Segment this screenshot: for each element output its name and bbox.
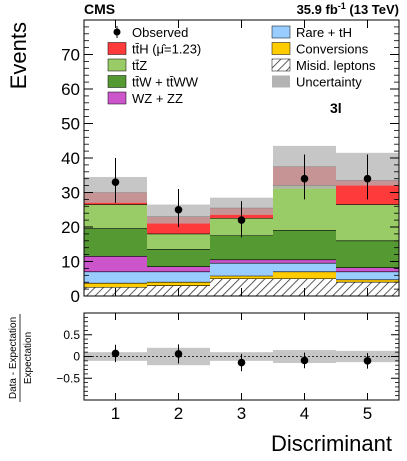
y-tick-label: 60: [61, 80, 80, 99]
y-tick-label: 20: [61, 218, 80, 237]
main-panel: 0 10 20 30 40 50 60 70: [61, 19, 400, 306]
bar-ttw-bin-2: [147, 249, 210, 267]
y-tick-label: 50: [61, 115, 80, 134]
lumi-value: 35.9 fb: [297, 2, 338, 17]
legend-swatch-conv: [271, 42, 291, 55]
lumi-unit-sup: -1: [338, 1, 346, 11]
legend-label-tth: tt̄H (μ̂=1.23): [132, 42, 201, 57]
lumi-energy: (13 TeV): [346, 2, 399, 17]
ratio-point-bin-1: [111, 349, 120, 358]
channel-label: 3l: [330, 100, 342, 116]
bar-wzzz-bin-5: [336, 267, 399, 272]
legend-label-unc: Uncertainty: [296, 75, 362, 90]
x-tick-label: 1: [111, 404, 120, 423]
bar-rare-bin-1: [84, 271, 147, 284]
y-axis-title: Events: [6, 22, 31, 89]
legend-swatch-unc: [272, 75, 290, 88]
bar-ttz-bin-5: [336, 204, 399, 241]
bar-misid-bin-4: [273, 278, 336, 296]
x-tick-label: 4: [300, 404, 309, 423]
ratio-y-tick-label: 0.5: [63, 328, 80, 342]
bar-misid-bin-3: [210, 278, 273, 296]
bar-wzzz-bin-2: [147, 266, 210, 272]
legend-label-conv: Conversions: [296, 42, 369, 57]
bar-rare-bin-2: [147, 271, 210, 283]
legend-observed-marker: [113, 28, 121, 36]
bar-conv-bin-4: [273, 271, 336, 279]
bar-ttz-bin-1: [84, 204, 147, 229]
legend-label-observed: Observed: [132, 25, 188, 40]
legend-label-ttw: tt̄W + tt̄WW: [132, 75, 199, 90]
legend-swatch-tth: [107, 42, 127, 55]
legend-swatch-ttz: [107, 58, 127, 72]
y-tick-label: 10: [61, 253, 80, 272]
observed-point-bin-3: [237, 216, 246, 224]
bar-conv-bin-5: [336, 279, 399, 283]
x-tick-label: 5: [363, 404, 372, 423]
observed-point-bin-2: [174, 205, 183, 214]
bar-wzzz-bin-1: [84, 256, 147, 272]
y-tick-label: 0: [71, 287, 80, 306]
bar-conv-bin-1: [84, 283, 147, 288]
ratio-y-tick-label: −0.5: [56, 371, 80, 385]
legend-label-misid: Misid. leptons: [296, 58, 376, 73]
bar-conv-bin-3: [210, 275, 273, 279]
bar-ttz-bin-2: [147, 233, 210, 250]
bar-wzzz-bin-3: [210, 259, 273, 264]
legend-label-ttz: tt̄Z: [132, 58, 147, 73]
ratio-point-bin-3: [237, 358, 246, 367]
ratio-y-axis-title: Data - Expectation Expectation: [8, 314, 34, 402]
observed-point-bin-1: [111, 178, 120, 186]
experiment-label: CMS: [84, 1, 115, 17]
legend-swatch-rare: [271, 25, 291, 39]
observed-point-bin-5: [363, 174, 372, 183]
legend-swatch-ttw: [107, 75, 127, 88]
bar-ttw-bin-5: [336, 240, 399, 268]
bar-conv-bin-2: [147, 282, 210, 286]
legend: Observed tt̄H (μ̂=1.23)tt̄Z tt̄W + tt̄WWWZ…: [107, 25, 376, 106]
x-tick-label: 3: [237, 404, 246, 423]
ratio-y-title-bottom: Expectation: [23, 332, 34, 384]
bar-rare-bin-5: [336, 271, 399, 280]
bar-wzzz-bin-4: [273, 259, 336, 264]
lumi-label: 35.9 fb-1 (13 TeV): [297, 1, 399, 17]
legend-swatch-misid: [271, 58, 291, 72]
x-axis-title: Discriminant: [271, 431, 392, 456]
bar-rare-bin-4: [273, 263, 336, 272]
y-tick-label: 40: [61, 149, 80, 168]
x-tick-label: 2: [174, 404, 183, 423]
bar-ttw-bin-3: [210, 235, 273, 260]
bar-ttw-bin-1: [84, 228, 147, 257]
ratio-y-title-top: Data - Expectation: [8, 317, 19, 399]
ratio-y-tick-label: 0: [73, 350, 80, 364]
observed-point-bin-4: [300, 174, 309, 183]
y-tick-label: 30: [61, 184, 80, 203]
bar-rare-bin-3: [210, 263, 273, 276]
legend-swatch-wzzz: [107, 91, 127, 105]
bar-ttw-bin-4: [273, 230, 336, 260]
y-tick-label: 70: [61, 46, 80, 65]
ratio-point-bin-2: [174, 350, 183, 358]
ratio-panel: −0.5 0 0.5 1 2 3 4 5: [56, 312, 400, 423]
legend-label-rare: Rare + tH: [296, 25, 352, 40]
legend-label-wzzz: WZ + ZZ: [132, 91, 183, 106]
ratio-point-bin-4: [300, 356, 309, 365]
ratio-point-bin-5: [363, 357, 372, 365]
